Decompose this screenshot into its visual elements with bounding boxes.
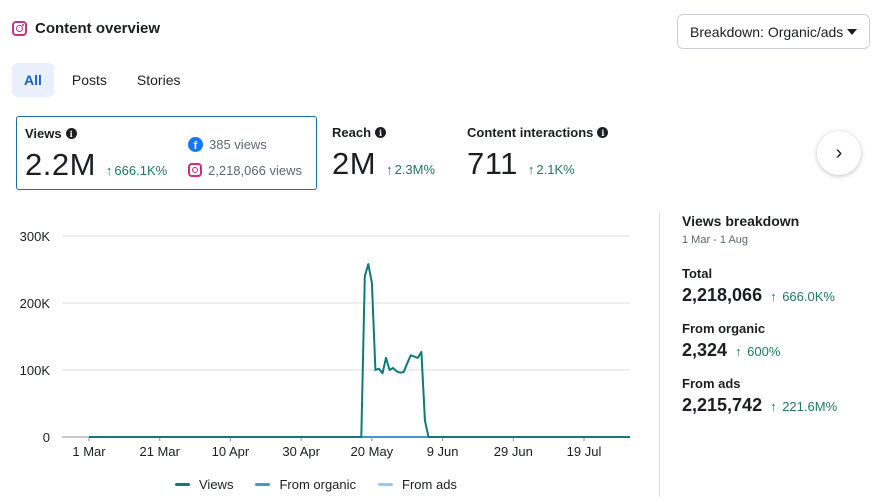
breakdown-date-range: 1 Mar - 1 Aug bbox=[682, 234, 749, 246]
metric-card-content-interactions[interactable]: Content interactions i 711 ↑ 2.1K% bbox=[459, 116, 629, 190]
facebook-icon: f bbox=[188, 136, 203, 152]
legend-item-ads[interactable]: From ads bbox=[378, 477, 457, 492]
views-breakdown-panel: Views breakdown 1 Mar - 1 Aug Total 2,21… bbox=[682, 213, 837, 416]
breakdown-organic-row: 2,324 ↑ 600% bbox=[682, 340, 837, 361]
breakdown-dropdown-label: Breakdown: Organic/ads bbox=[690, 23, 844, 40]
change-text: 666.0K% bbox=[782, 289, 835, 304]
breakdown-ads-label: From ads bbox=[682, 376, 741, 391]
legend-swatch bbox=[175, 483, 190, 486]
tab-all[interactable]: All bbox=[12, 63, 54, 97]
arrow-up-icon: ↑ bbox=[527, 162, 535, 177]
metric-value-views: 2.2M bbox=[25, 147, 96, 182]
metric-value-interactions: 711 bbox=[467, 146, 518, 181]
next-metrics-button[interactable]: › bbox=[817, 131, 861, 175]
y-tick-label: 100K bbox=[20, 363, 51, 378]
metric-label-reach: Reach i bbox=[332, 125, 446, 140]
facebook-views: 385 views bbox=[209, 136, 267, 152]
legend-swatch bbox=[378, 483, 394, 486]
metric-label-text: Reach bbox=[332, 125, 372, 140]
series-line-views bbox=[89, 263, 630, 438]
breakdown-ads-value: 2,215,742 bbox=[682, 395, 763, 415]
y-tick-label: 300K bbox=[20, 229, 51, 244]
breakdown-total-row: 2,218,066 ↑ 666.0K% bbox=[682, 285, 837, 306]
content-tabs: All Posts Stories bbox=[12, 63, 192, 97]
y-tick-label: 0 bbox=[43, 430, 50, 445]
breakdown-total-label: Total bbox=[682, 266, 713, 281]
breakdown-total-value: 2,218,066 bbox=[682, 285, 763, 305]
metric-change-views: ↑ 666.1K% bbox=[106, 163, 167, 178]
metric-change-interactions: ↑ 2.1K% bbox=[528, 162, 575, 177]
breakdown-total: Total 2,218,066 ↑ 666.0K% bbox=[682, 266, 837, 306]
instagram-icon bbox=[188, 163, 202, 177]
arrow-up-icon: ↑ bbox=[770, 289, 777, 304]
chart-legend: Views From organic From ads bbox=[175, 477, 457, 492]
breakdown-organic: From organic 2,324 ↑ 600% bbox=[682, 321, 837, 361]
breakdown-organic-label: From organic bbox=[682, 321, 766, 336]
arrow-up-icon: ↑ bbox=[105, 163, 113, 178]
metric-label-views: Views i bbox=[25, 126, 308, 141]
metric-value-row: 2M ↑ 2.3M% bbox=[332, 146, 446, 182]
metric-card-views[interactable]: Views i 2.2M ↑ 666.1K% bbox=[16, 116, 317, 190]
metric-change-text: 2.1K% bbox=[536, 162, 575, 177]
x-tick-label: 10 Apr bbox=[212, 444, 250, 459]
metric-change-reach: ↑ 2.3M% bbox=[386, 162, 435, 177]
breakdown-total-change: ↑ 666.0K% bbox=[770, 289, 835, 304]
tab-stories[interactable]: Stories bbox=[136, 72, 181, 88]
x-tick-label: 9 Jun bbox=[427, 444, 459, 459]
metric-label-interactions: Content interactions i bbox=[467, 125, 621, 140]
x-tick-label: 30 Apr bbox=[282, 444, 320, 459]
metric-label-text: Content interactions bbox=[467, 125, 594, 140]
change-text: 600% bbox=[747, 344, 781, 359]
info-icon[interactable]: i bbox=[597, 127, 609, 138]
x-tick-label: 19 Jul bbox=[567, 444, 602, 459]
breakdown-organic-value: 2,324 bbox=[682, 340, 728, 360]
page-title: Content overview bbox=[35, 20, 161, 37]
x-tick-label: 29 Jun bbox=[494, 444, 533, 459]
y-tick-label: 200K bbox=[20, 296, 51, 311]
legend-label: From ads bbox=[402, 477, 457, 492]
divider bbox=[659, 212, 660, 497]
breakdown-ads: From ads 2,215,742 ↑ 221.6M% bbox=[682, 376, 837, 416]
x-tick-label: 20 May bbox=[351, 444, 394, 459]
legend-label: From organic bbox=[279, 477, 357, 492]
metric-label-text: Views bbox=[25, 126, 62, 141]
platform-row-instagram: 2,218,066 views bbox=[188, 157, 302, 183]
views-line-chart: 0 100K 200K 300K 1 Mar 21 Mar 10 Apr 30 Apr 20 M… bbox=[20, 229, 630, 459]
info-icon[interactable]: i bbox=[65, 128, 77, 139]
metric-value-row: 2.2M ↑ 666.1K% bbox=[25, 147, 308, 183]
arrow-up-icon: ↑ bbox=[735, 344, 742, 359]
breakdown-ads-change: ↑ 221.6M% bbox=[770, 399, 837, 414]
metric-value-reach: 2M bbox=[332, 146, 377, 181]
tab-posts[interactable]: Posts bbox=[71, 72, 107, 88]
instagram-icon bbox=[12, 21, 27, 36]
x-tick-label: 1 Mar bbox=[72, 444, 106, 459]
legend-item-organic[interactable]: From organic bbox=[255, 477, 356, 492]
instagram-views: 2,218,066 views bbox=[208, 162, 302, 178]
breakdown-organic-change: ↑ 600% bbox=[735, 344, 780, 359]
metric-change-text: 2.3M% bbox=[394, 162, 436, 177]
platform-row-facebook: f 385 views bbox=[188, 131, 302, 157]
chevron-right-icon: › bbox=[835, 141, 843, 164]
info-icon[interactable]: i bbox=[375, 127, 387, 138]
legend-label: Views bbox=[199, 477, 234, 492]
legend-swatch bbox=[255, 483, 271, 486]
breakdown-dropdown[interactable]: Breakdown: Organic/ads bbox=[677, 14, 870, 49]
x-tick-label: 21 Mar bbox=[139, 444, 180, 459]
breakdown-ads-row: 2,215,742 ↑ 221.6M% bbox=[682, 395, 837, 416]
caret-down-icon bbox=[847, 28, 857, 35]
metric-change-text: 666.1K% bbox=[114, 163, 168, 178]
arrow-up-icon: ↑ bbox=[770, 399, 777, 414]
change-text: 221.6M% bbox=[782, 399, 838, 414]
platform-breakdown: f 385 views 2,218,066 views bbox=[188, 131, 302, 183]
content-overview-header: Content overview bbox=[12, 20, 160, 37]
breakdown-title: Views breakdown bbox=[682, 213, 800, 229]
metric-value-row: 711 ↑ 2.1K% bbox=[467, 146, 621, 182]
metric-card-reach[interactable]: Reach i 2M ↑ 2.3M% bbox=[324, 116, 454, 190]
legend-item-views[interactable]: Views bbox=[175, 477, 233, 492]
arrow-up-icon: ↑ bbox=[386, 162, 393, 177]
